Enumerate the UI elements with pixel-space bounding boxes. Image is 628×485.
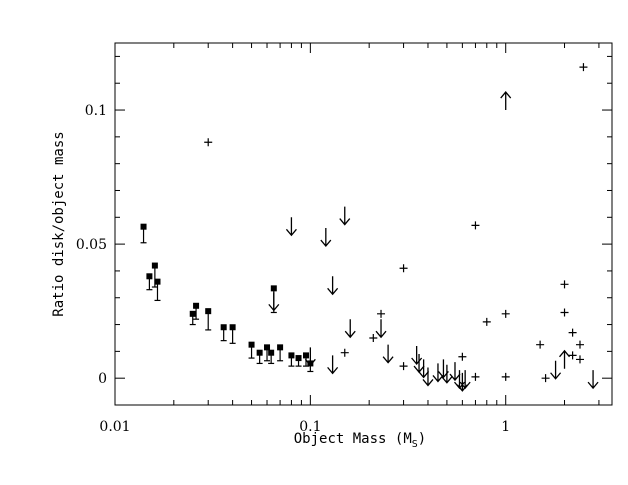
cross-marker: [471, 221, 480, 230]
upper-limit-arrow: [344, 319, 356, 339]
axis-ticks: [114, 43, 612, 406]
filled-square-point: [229, 324, 236, 344]
x-tick-label: 1: [501, 419, 510, 435]
upper-limit-arrow: [411, 346, 423, 366]
upper-limit-arrow: [320, 228, 332, 248]
cross-marker: [482, 317, 491, 326]
upper-limit-arrow: [375, 319, 387, 339]
filled-square-point: [277, 344, 284, 362]
data-marks: [140, 63, 599, 392]
upper-limit-arrow: [441, 364, 453, 384]
upper-limit-arrow: [587, 370, 599, 390]
upper-limit-arrow: [382, 344, 394, 364]
y-tick-label: 0: [98, 371, 107, 387]
upper-limit-arrow: [339, 206, 351, 226]
filled-square-point: [256, 349, 263, 365]
upper-limit-arrow: [550, 360, 562, 380]
upper-limit-arrow: [459, 370, 471, 390]
filled-square-point: [193, 302, 200, 320]
filled-square-marker: [264, 344, 271, 351]
x-axis-title-main: Object Mass (M: [294, 431, 412, 447]
filled-square-marker: [303, 352, 310, 359]
cross-marker: [560, 308, 569, 317]
filled-square-marker: [256, 349, 263, 356]
filled-square-marker: [151, 262, 158, 269]
filled-square-marker: [140, 223, 147, 230]
cross-marker: [399, 362, 408, 371]
y-tick-label: 0.1: [85, 103, 107, 119]
cross-marker: [471, 372, 480, 381]
filled-square-marker: [270, 285, 277, 292]
filled-square-point: [189, 310, 196, 326]
filled-square-point: [146, 273, 153, 291]
filled-square-point: [268, 349, 275, 365]
upper-limit-arrow: [268, 292, 280, 312]
cross-marker: [377, 309, 386, 318]
y-tick-label: 0.05: [76, 237, 107, 253]
cross-marker: [399, 264, 408, 273]
filled-square-marker: [189, 310, 196, 317]
filled-square-point: [140, 223, 147, 244]
cross-marker: [501, 372, 510, 381]
x-axis-title-end: ): [418, 431, 426, 447]
filled-square-marker: [229, 324, 236, 331]
cross-marker: [568, 328, 577, 337]
upper-limit-arrow: [449, 362, 461, 382]
filled-square-point: [264, 344, 271, 362]
x-tick-label: 0.01: [99, 419, 130, 435]
filled-square-point: [288, 352, 295, 367]
x-axis-title: Object Mass (MS): [294, 431, 426, 450]
cross-marker: [369, 333, 378, 342]
filled-square-point: [154, 278, 161, 302]
upper-limit-arrow: [327, 355, 339, 375]
upper-limit-arrow: [432, 363, 444, 383]
cross-marker: [560, 280, 569, 289]
cross-marker: [541, 374, 550, 383]
cross-marker: [568, 351, 577, 360]
filled-square-point: [205, 308, 212, 331]
cross-marker: [204, 138, 213, 147]
cross-marker: [575, 355, 584, 364]
upper-limit-arrow: [285, 217, 297, 237]
y-axis-title: Ratio disk/object mass: [51, 131, 67, 316]
filled-square-marker: [277, 344, 284, 351]
tick-labels: 0.01 0.1 1 0 0.05 0.1: [76, 103, 510, 435]
cross-marker: [575, 340, 584, 349]
filled-square-point: [220, 324, 227, 342]
cross-marker: [458, 352, 467, 361]
filled-square-marker: [248, 341, 255, 348]
filled-square-marker: [268, 349, 275, 356]
filled-square-marker: [154, 278, 161, 285]
upper-limit-arrow: [327, 276, 339, 296]
filled-square-marker: [295, 355, 302, 362]
lower-limit-arrow: [559, 349, 571, 369]
plot-frame: [114, 42, 613, 406]
upper-limit-arrow: [304, 347, 316, 367]
lower-limit-arrow: [500, 91, 512, 111]
x-tick-label: 0.1: [299, 419, 321, 435]
cross-marker: [501, 309, 510, 318]
filled-square-marker: [205, 308, 212, 315]
filled-square-point: [295, 355, 302, 367]
x-axis-title-subscript: S: [412, 439, 418, 450]
upper-limit-arrow: [418, 359, 430, 379]
cross-marker: [536, 340, 545, 349]
filled-square-marker: [288, 352, 295, 359]
filled-square-marker: [193, 302, 200, 309]
filled-square-marker: [220, 324, 227, 331]
cross-marker: [340, 348, 349, 357]
cross-marker: [579, 63, 588, 72]
filled-square-marker: [146, 273, 153, 280]
upper-limit-arrow: [422, 367, 434, 387]
filled-square-point: [248, 341, 255, 359]
